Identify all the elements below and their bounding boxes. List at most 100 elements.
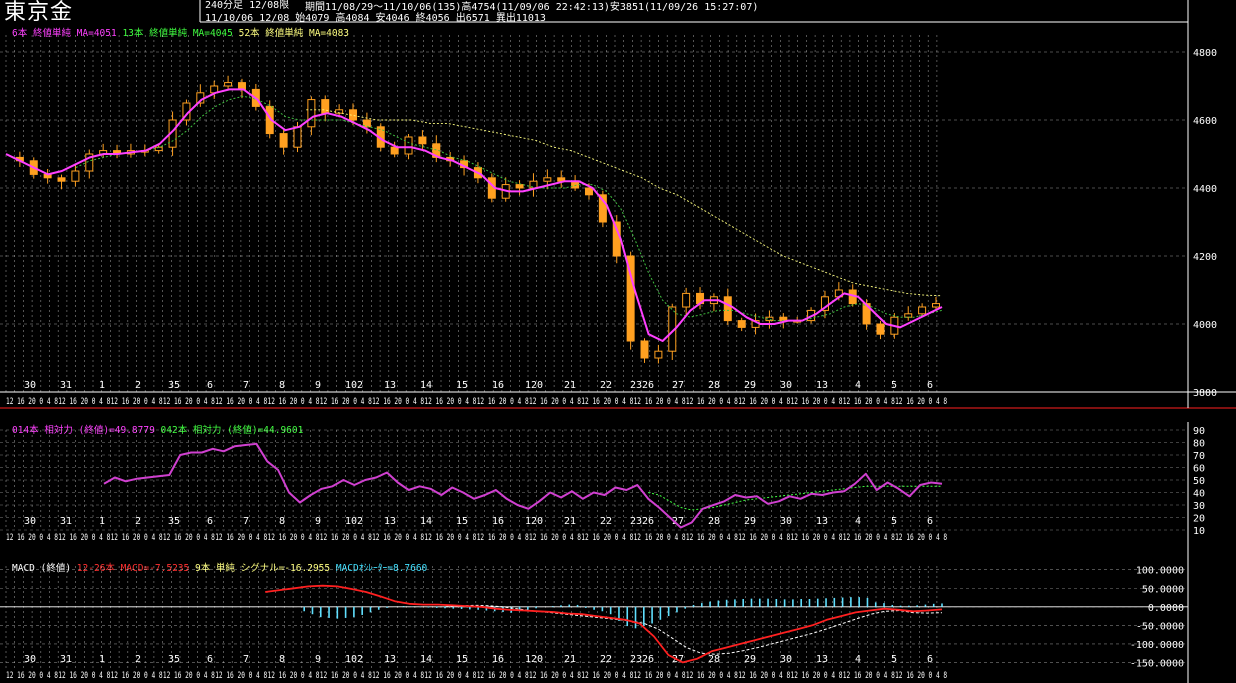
date-label: 6 — [927, 654, 933, 665]
candle-body — [918, 306, 927, 315]
date-label: 1 — [99, 654, 105, 665]
bar-hour-label: 12 16 20 0 4 8 — [372, 671, 424, 681]
bar-hour-label: 12 16 20 0 4 8 — [477, 671, 529, 681]
date-label: 31 — [60, 654, 72, 665]
candle-body — [224, 82, 233, 87]
bar-hour-label: 12 16 20 0 4 8 — [372, 533, 424, 543]
bar-hour-label: 12 16 20 0 4 8 — [581, 397, 633, 407]
price-tick-label: 3800 — [1193, 388, 1217, 399]
price-tick-label: 4200 — [1193, 252, 1217, 263]
date-label: 5 — [891, 516, 897, 527]
rsi-tick-label: 40 — [1193, 489, 1205, 500]
candle-body — [71, 170, 80, 182]
macd-line-legend: 12-26本 MACD=-7.5235 — [76, 563, 190, 574]
date-label: 13 — [384, 380, 396, 391]
date-label: 22 — [600, 380, 612, 391]
ma6-line — [5, 88, 943, 342]
ma52-line — [306, 109, 943, 297]
candle-body — [876, 323, 885, 335]
bar-hour-label: 12 16 20 0 4 8 — [738, 533, 790, 543]
candle-body — [682, 292, 691, 308]
candle-body — [820, 296, 829, 311]
date-label: 29 — [744, 654, 756, 665]
date-label: 16 — [492, 380, 504, 391]
date-label: 30 — [780, 654, 792, 665]
bar-hour-label: 12 16 20 0 4 8 — [738, 397, 790, 407]
bar-hour-label: 12 16 20 0 4 8 — [268, 533, 320, 543]
candle-body — [640, 340, 649, 359]
bar-hour-label: 12 16 20 0 4 8 — [58, 397, 110, 407]
date-label: 29 — [744, 516, 756, 527]
candle-body — [279, 133, 288, 148]
candle-body — [598, 194, 607, 223]
date-label: 22 — [600, 516, 612, 527]
bar-hour-label: 12 16 20 0 4 8 — [843, 397, 895, 407]
date-label: 30 — [24, 516, 36, 527]
date-label: 102 — [345, 516, 363, 527]
candle-body — [390, 146, 399, 155]
price-tick-label: 4000 — [1193, 320, 1217, 331]
date-label: 2326 — [630, 380, 654, 391]
date-label: 2326 — [630, 654, 654, 665]
date-label: 9 — [315, 380, 321, 391]
date-label: 6 — [927, 516, 933, 527]
date-label: 27 — [672, 380, 684, 391]
bar-hour-label: 12 16 20 0 4 8 — [738, 671, 790, 681]
date-label: 120 — [525, 516, 543, 527]
bar-hour-label: 12 16 20 0 4 8 — [424, 671, 476, 681]
date-label: 2 — [135, 654, 141, 665]
candle-body — [237, 82, 246, 90]
date-label: 8 — [279, 516, 285, 527]
bar-hour-label: 12 16 20 0 4 8 — [791, 397, 843, 407]
candle-body — [654, 350, 663, 359]
date-label: 30 — [24, 380, 36, 391]
bar-hour-label: 12 16 20 0 4 8 — [163, 397, 215, 407]
date-label: 28 — [708, 654, 720, 665]
date-label: 1 — [99, 516, 105, 527]
date-label: 7 — [243, 380, 249, 391]
rsi-tick-label: 70 — [1193, 451, 1205, 462]
bar-hour-label: 12 16 20 0 4 8 — [215, 397, 267, 407]
bar-hour-label: 12 16 20 0 4 8 — [372, 397, 424, 407]
bar-hour-label: 12 16 20 0 4 8 — [843, 671, 895, 681]
price-legend: 6本 終値単純 MA=4051 13本 終値単純 MA=4045 52本 終値単… — [12, 28, 349, 39]
ma13-legend: 13本 終値単純 MA=4045 — [122, 28, 233, 39]
bar-hour-label: 12 16 20 0 4 8 — [791, 671, 843, 681]
rsi-tick-label: 90 — [1193, 426, 1205, 437]
date-label: 35 — [168, 516, 180, 527]
osc-legend: MACDｵｼﾚｰﾀｰ=8.7660 — [335, 563, 428, 574]
date-label: 21 — [564, 380, 576, 391]
bar-hour-label: 12 16 20 0 4 8 — [111, 533, 163, 543]
date-label: 31 — [60, 380, 72, 391]
bar-hour-label: 12 16 20 0 4 8 — [58, 533, 110, 543]
candle-body — [404, 136, 413, 155]
bar-hour-label: 12 16 20 0 4 8 — [215, 671, 267, 681]
date-label: 15 — [456, 516, 468, 527]
macd-line — [265, 584, 943, 664]
candle-body — [571, 180, 580, 189]
date-label: 28 — [708, 516, 720, 527]
bar-hour-label: 12 16 20 0 4 8 — [424, 397, 476, 407]
bar-hour-label: 12 16 20 0 4 8 — [895, 397, 947, 407]
bar-hour-label: 12 16 20 0 4 8 — [529, 671, 581, 681]
bar-hour-label: 12 16 20 0 4 8 — [529, 397, 581, 407]
date-label: 7 — [243, 516, 249, 527]
candle-body — [862, 303, 871, 325]
rsi-tick-label: 30 — [1193, 501, 1205, 512]
candle-body — [349, 109, 358, 121]
bar-hour-label: 12 16 20 0 4 8 — [6, 397, 58, 407]
date-label: 13 — [816, 654, 828, 665]
date-label: 4 — [855, 380, 861, 391]
macd-tick-label: -150.0000 — [1130, 658, 1184, 669]
date-label: 8 — [279, 654, 285, 665]
rsi-tick-label: 10 — [1193, 526, 1205, 537]
price-tick-label: 4600 — [1193, 116, 1217, 127]
bar-hour-label: 12 16 20 0 4 8 — [320, 671, 372, 681]
bar-hour-label: 12 16 20 0 4 8 — [424, 533, 476, 543]
period-info: 期間11/08/29～11/10/06(135)高4754(11/09/06 2… — [305, 2, 759, 13]
ma13-line — [75, 95, 943, 322]
date-label: 27 — [672, 516, 684, 527]
date-label: 29 — [744, 380, 756, 391]
bar-hour-label: 12 16 20 0 4 8 — [686, 533, 738, 543]
